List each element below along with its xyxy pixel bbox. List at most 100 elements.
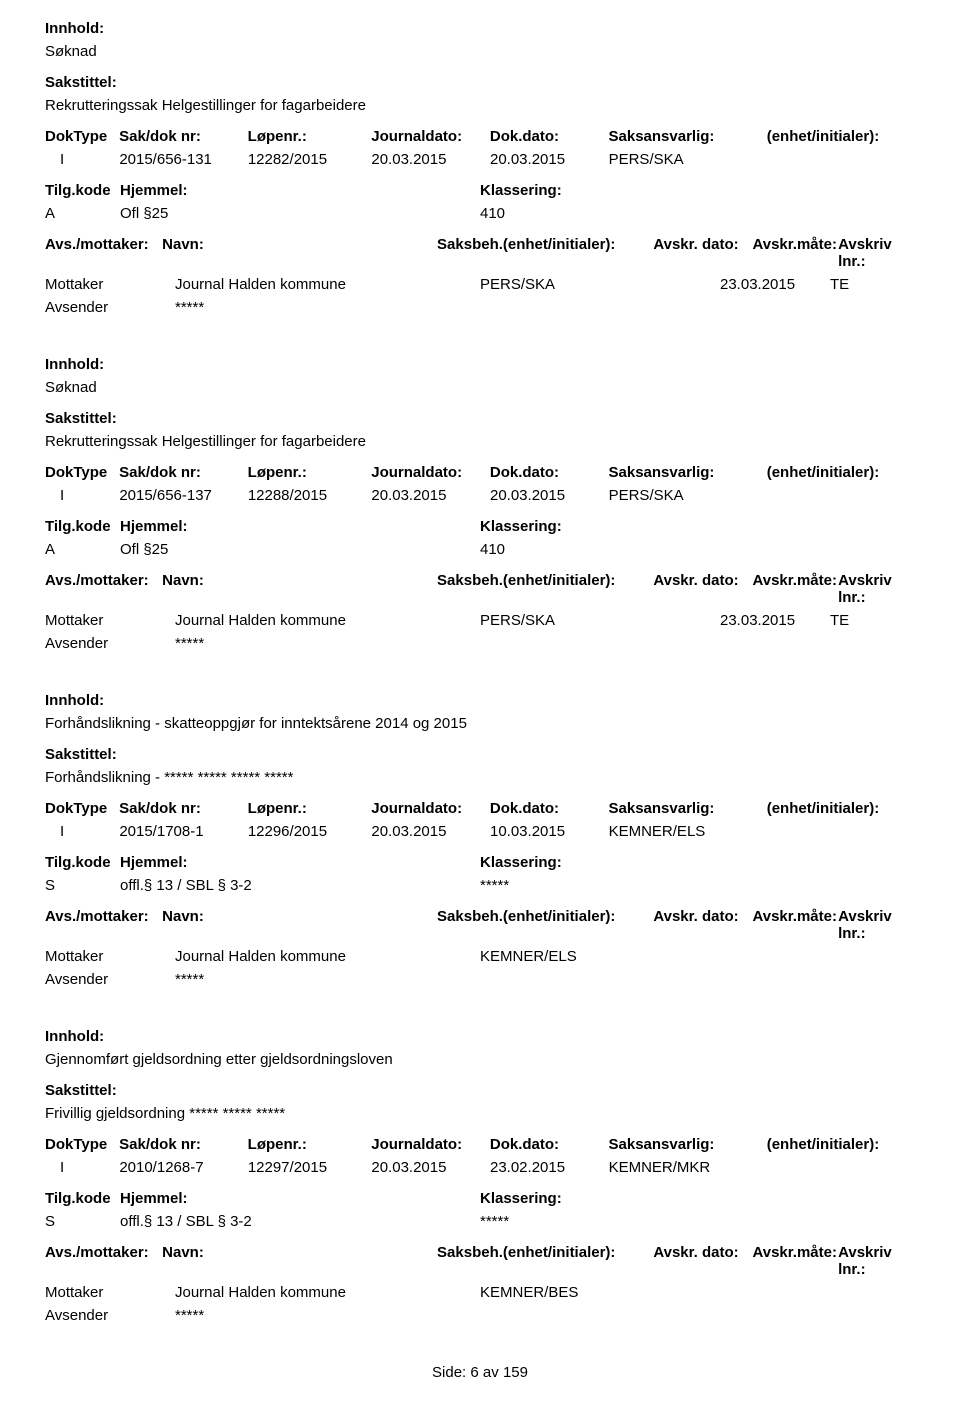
innhold-value: Søknad bbox=[45, 43, 915, 60]
mottaker-row: Mottaker Journal Halden kommune KEMNER/E… bbox=[45, 948, 915, 965]
doktype-value: I bbox=[45, 1159, 119, 1176]
avsender-navn: ***** bbox=[175, 299, 480, 316]
saksansvarlig-value: PERS/SKA bbox=[609, 151, 767, 168]
enhetinit-header: (enhet/initialer): bbox=[767, 1136, 915, 1153]
avsender-navn: ***** bbox=[175, 1307, 480, 1324]
main-data-row: I 2015/656-137 12288/2015 20.03.2015 20.… bbox=[45, 487, 915, 504]
sakstittel-value: Frivillig gjeldsordning ***** ***** ****… bbox=[45, 1105, 915, 1122]
journaldato-header: Journaldato: bbox=[371, 128, 490, 145]
sakstittel-label: Sakstittel: bbox=[45, 410, 915, 427]
saksbeh-value: KEMNER/BES bbox=[480, 1284, 720, 1301]
avsender-label: Avsender bbox=[45, 971, 175, 988]
avsender-label: Avsender bbox=[45, 635, 175, 652]
mottaker-navn: Journal Halden kommune bbox=[175, 276, 480, 293]
klassering-value: 410 bbox=[480, 205, 680, 222]
hjemmel-klass-values: A Ofl §25 410 bbox=[45, 205, 915, 222]
klassering-header: Klassering: bbox=[480, 182, 680, 199]
avskrmate-value: TE bbox=[830, 612, 849, 629]
saksbeh-header: Saksbeh.(enhet/initialer): bbox=[437, 908, 653, 942]
sakstittel-value: Forhåndslikning - ***** ***** ***** ****… bbox=[45, 769, 915, 786]
hjemmel-klass-values: S offl.§ 13 / SBL § 3-2 ***** bbox=[45, 1213, 915, 1230]
dokdato-value: 10.03.2015 bbox=[490, 823, 609, 840]
doktype-value: I bbox=[45, 487, 119, 504]
avskrdato-header: Avskr. dato: bbox=[653, 1244, 752, 1278]
hjemmel-klass-header: Tilg.kode Hjemmel: Klassering: bbox=[45, 182, 915, 199]
avsender-navn: ***** bbox=[175, 971, 480, 988]
enhetinit-value bbox=[767, 151, 915, 168]
avskrivlnr-header: Avskriv lnr.: bbox=[838, 1244, 915, 1278]
page-label: Side: bbox=[432, 1364, 466, 1381]
tilgkode-header: Tilg.kode bbox=[45, 182, 120, 199]
sakdok-value: 2015/656-131 bbox=[119, 151, 248, 168]
page-sep: av bbox=[483, 1364, 499, 1381]
avs-header-row: Avs./mottaker: Navn: Saksbeh.(enhet/init… bbox=[45, 236, 915, 270]
klassering-value: 410 bbox=[480, 541, 680, 558]
avskrdato-value: 23.03.2015 bbox=[720, 612, 830, 629]
dokdato-header: Dok.dato: bbox=[490, 800, 609, 817]
page-footer: Side: 6 av 159 bbox=[45, 1364, 915, 1381]
klassering-value: ***** bbox=[480, 877, 680, 894]
lopenr-value: 12288/2015 bbox=[248, 487, 372, 504]
sakstittel-value: Rekrutteringssak Helgestillinger for fag… bbox=[45, 433, 915, 450]
lopenr-header: Løpenr.: bbox=[248, 1136, 372, 1153]
avskrivlnr-header: Avskriv lnr.: bbox=[838, 236, 915, 270]
avsender-row: Avsender ***** bbox=[45, 299, 915, 316]
doktype-header: DokType bbox=[45, 1136, 119, 1153]
main-data-row: I 2015/656-131 12282/2015 20.03.2015 20.… bbox=[45, 151, 915, 168]
innhold-label: Innhold: bbox=[45, 20, 915, 37]
journaldato-value: 20.03.2015 bbox=[371, 823, 490, 840]
hjemmel-klass-header: Tilg.kode Hjemmel: Klassering: bbox=[45, 1190, 915, 1207]
lopenr-header: Løpenr.: bbox=[248, 128, 372, 145]
journal-record: Innhold: Forhåndslikning - skatteoppgjør… bbox=[45, 692, 915, 988]
lopenr-header: Løpenr.: bbox=[248, 800, 372, 817]
dokdato-value: 20.03.2015 bbox=[490, 487, 609, 504]
avskrmate-header: Avskr.måte: bbox=[752, 572, 838, 606]
hjemmel-header: Hjemmel: bbox=[120, 182, 480, 199]
dokdato-header: Dok.dato: bbox=[490, 128, 609, 145]
main-data-row: I 2015/1708-1 12296/2015 20.03.2015 10.0… bbox=[45, 823, 915, 840]
mottaker-row: Mottaker Journal Halden kommune PERS/SKA… bbox=[45, 612, 915, 629]
lopenr-header: Løpenr.: bbox=[248, 464, 372, 481]
mottaker-label: Mottaker bbox=[45, 276, 175, 293]
sakdok-value: 2010/1268-7 bbox=[119, 1159, 248, 1176]
hjemmel-klass-values: A Ofl §25 410 bbox=[45, 541, 915, 558]
tilgkode-value: S bbox=[45, 877, 120, 894]
sakstittel-label: Sakstittel: bbox=[45, 746, 915, 763]
mottaker-label: Mottaker bbox=[45, 612, 175, 629]
mottaker-navn: Journal Halden kommune bbox=[175, 1284, 480, 1301]
saksbeh-value: PERS/SKA bbox=[480, 276, 720, 293]
doktype-value: I bbox=[45, 151, 119, 168]
dokdato-value: 23.02.2015 bbox=[490, 1159, 609, 1176]
navn-header: Navn: bbox=[162, 236, 437, 270]
sakdok-header: Sak/dok nr: bbox=[119, 800, 248, 817]
saksansvarlig-header: Saksansvarlig: bbox=[609, 1136, 767, 1153]
avskrdato-value bbox=[720, 948, 830, 965]
journal-record: Innhold: Søknad Sakstittel: Rekruttering… bbox=[45, 20, 915, 316]
avsender-label: Avsender bbox=[45, 299, 175, 316]
hjemmel-value: offl.§ 13 / SBL § 3-2 bbox=[120, 877, 480, 894]
avs-header-row: Avs./mottaker: Navn: Saksbeh.(enhet/init… bbox=[45, 908, 915, 942]
hjemmel-header: Hjemmel: bbox=[120, 854, 480, 871]
doktype-header: DokType bbox=[45, 800, 119, 817]
saksbeh-header: Saksbeh.(enhet/initialer): bbox=[437, 236, 653, 270]
enhetinit-header: (enhet/initialer): bbox=[767, 128, 915, 145]
innhold-label: Innhold: bbox=[45, 356, 915, 373]
journaldato-value: 20.03.2015 bbox=[371, 487, 490, 504]
hjemmel-value: Ofl §25 bbox=[120, 205, 480, 222]
sakdok-header: Sak/dok nr: bbox=[119, 1136, 248, 1153]
saksansvarlig-value: PERS/SKA bbox=[609, 487, 767, 504]
enhetinit-header: (enhet/initialer): bbox=[767, 800, 915, 817]
mottaker-navn: Journal Halden kommune bbox=[175, 948, 480, 965]
enhetinit-header: (enhet/initialer): bbox=[767, 464, 915, 481]
avskrmate-header: Avskr.måte: bbox=[752, 1244, 838, 1278]
innhold-value: Gjennomført gjeldsordning etter gjeldsor… bbox=[45, 1051, 915, 1068]
enhetinit-value bbox=[767, 487, 915, 504]
navn-header: Navn: bbox=[162, 908, 437, 942]
main-data-row: I 2010/1268-7 12297/2015 20.03.2015 23.0… bbox=[45, 1159, 915, 1176]
sakstittel-label: Sakstittel: bbox=[45, 1082, 915, 1099]
main-header-row: DokType Sak/dok nr: Løpenr.: Journaldato… bbox=[45, 464, 915, 481]
saksbeh-header: Saksbeh.(enhet/initialer): bbox=[437, 572, 653, 606]
avskrmate-header: Avskr.måte: bbox=[752, 908, 838, 942]
hjemmel-value: offl.§ 13 / SBL § 3-2 bbox=[120, 1213, 480, 1230]
main-header-row: DokType Sak/dok nr: Løpenr.: Journaldato… bbox=[45, 1136, 915, 1153]
